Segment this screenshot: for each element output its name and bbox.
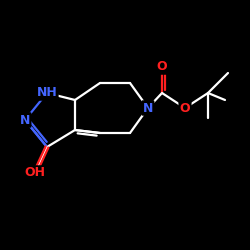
Text: N: N: [20, 114, 30, 126]
Text: O: O: [157, 60, 167, 74]
Text: OH: OH: [24, 166, 46, 179]
Text: N: N: [143, 102, 153, 114]
Text: O: O: [180, 102, 190, 114]
Text: NH: NH: [36, 86, 58, 100]
